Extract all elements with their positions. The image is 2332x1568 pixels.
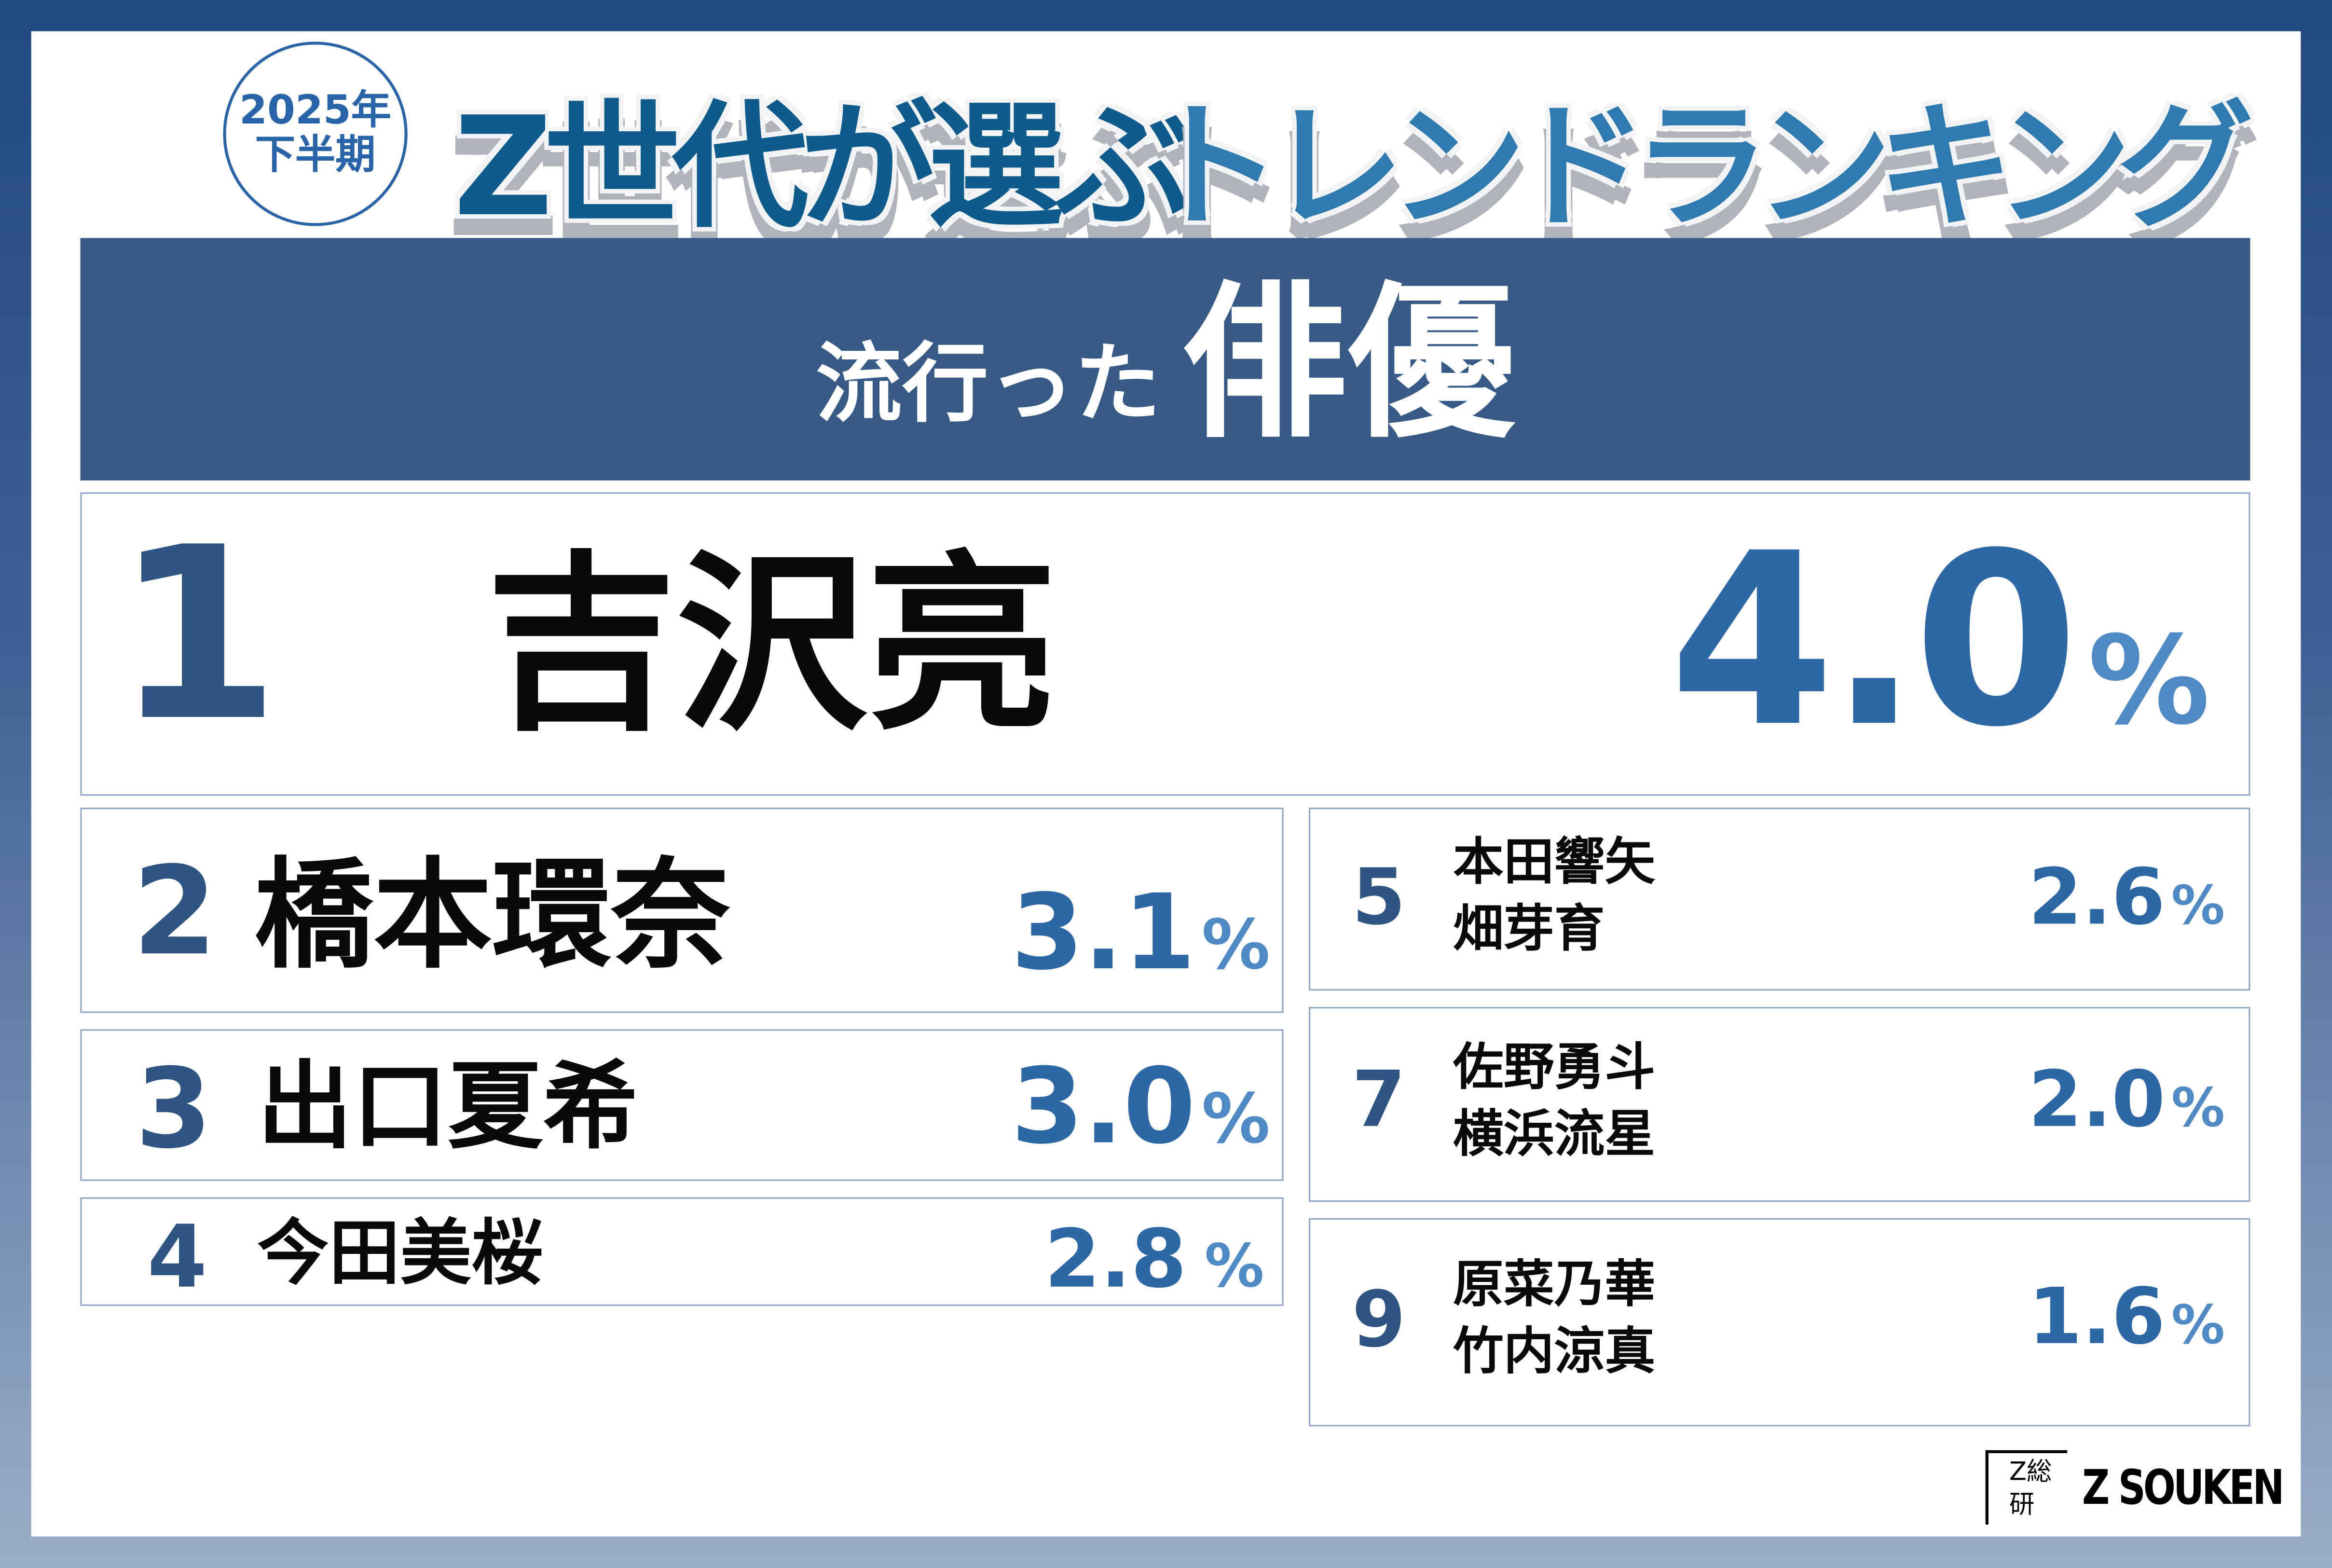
percent-value: 4.0 [1669, 501, 2079, 780]
rank-name: 吉沢亮 [486, 535, 1057, 757]
percent-value: 2.6 [2028, 853, 2166, 943]
rank-percent: 3.1 % [1011, 866, 1270, 1011]
rank-names: 原菜乃華 竹内涼真 [1453, 1252, 1655, 1386]
rank-3-card: 3 出口夏希 3.0 % [80, 1029, 1284, 1181]
percent-value: 2.8 [1044, 1212, 1187, 1306]
rank-7-card: 7 佐野勇斗 横浜流星 2.0 % [1308, 1007, 2250, 1202]
rank-name: 竹内涼真 [1453, 1322, 1656, 1382]
percent-unit: % [1204, 1233, 1264, 1302]
logo-wordmark: Z SOUKEN [2082, 1459, 2284, 1516]
banner-small: 流行った [815, 333, 1161, 435]
percent-value: 3.1 [1011, 871, 1196, 994]
rank-number: 2 [132, 841, 218, 983]
rank-percent: 3.0 % [1011, 1040, 1270, 1185]
z-souken-logo: Z総研 Z SOUKEN [1985, 1450, 2332, 1525]
rank-name: 橋本環奈 [254, 846, 730, 985]
rank-number: 1 [114, 495, 280, 774]
category-banner: 流行った 俳優 [80, 238, 2250, 481]
rank-percent: 1.6 % [2028, 1270, 2225, 1375]
rank-percent: 2.6 % [2028, 851, 2225, 955]
logo-mark: Z総研 [1985, 1450, 2068, 1525]
rank-name: 佐野勇斗 [1453, 1038, 1656, 1098]
rank-name: 原菜乃華 [1453, 1255, 1656, 1315]
rank-9-card: 9 原菜乃華 竹内涼真 1.6 % [1308, 1218, 2250, 1427]
rank-name: 横浜流星 [1453, 1105, 1656, 1165]
rank-name: 今田美桜 [257, 1212, 543, 1296]
rank-4-card: 4 今田美桜 2.8 % [80, 1197, 1284, 1307]
percent-unit: % [2171, 876, 2225, 937]
badge-half: 下半期 [255, 132, 376, 179]
title-part1: Z世代が選ぶ [453, 87, 1192, 247]
rank-number: 7 [1352, 1056, 1406, 1145]
rank-number: 9 [1352, 1276, 1406, 1366]
rank-names: 本田響矢 畑芽育 [1453, 830, 1655, 963]
percent-value: 3.0 [1011, 1045, 1196, 1168]
rank-names: 佐野勇斗 横浜流星 [1453, 1035, 1655, 1169]
percent-unit: % [2087, 611, 2210, 753]
rank-percent: 2.0 % [2028, 1053, 2225, 1157]
percent-value: 2.0 [2028, 1056, 2166, 1145]
rank-2-card: 2 橋本環奈 3.1 % [80, 808, 1284, 1013]
rank-percent: 2.8 % [1044, 1208, 1264, 1319]
percent-unit: % [1201, 904, 1270, 985]
banner-large: 俳優 [1181, 267, 1515, 461]
rank-number: 4 [147, 1206, 207, 1307]
percent-unit: % [2171, 1078, 2225, 1140]
rank-name: 出口夏希 [257, 1053, 638, 1163]
percent-unit: % [2171, 1295, 2225, 1357]
percent-unit: % [1201, 1078, 1270, 1159]
badge-year: 2025年 [239, 88, 392, 135]
period-badge: 2025年 下半期 [223, 41, 408, 226]
title-part2: トレンドランキング [1145, 87, 2254, 247]
rank-name: 畑芽育 [1453, 900, 1605, 960]
percent-value: 1.6 [2028, 1273, 2166, 1362]
rank-name: 本田響矢 [1453, 833, 1656, 893]
rank-5-card: 5 本田響矢 畑芽育 2.6 % [1308, 808, 2250, 991]
rank-percent: 4.0 % [1669, 501, 2210, 809]
rank-number: 3 [135, 1045, 212, 1174]
rank-number: 5 [1352, 853, 1406, 943]
rank-1-card: 1 吉沢亮 4.0 % [80, 492, 2250, 796]
